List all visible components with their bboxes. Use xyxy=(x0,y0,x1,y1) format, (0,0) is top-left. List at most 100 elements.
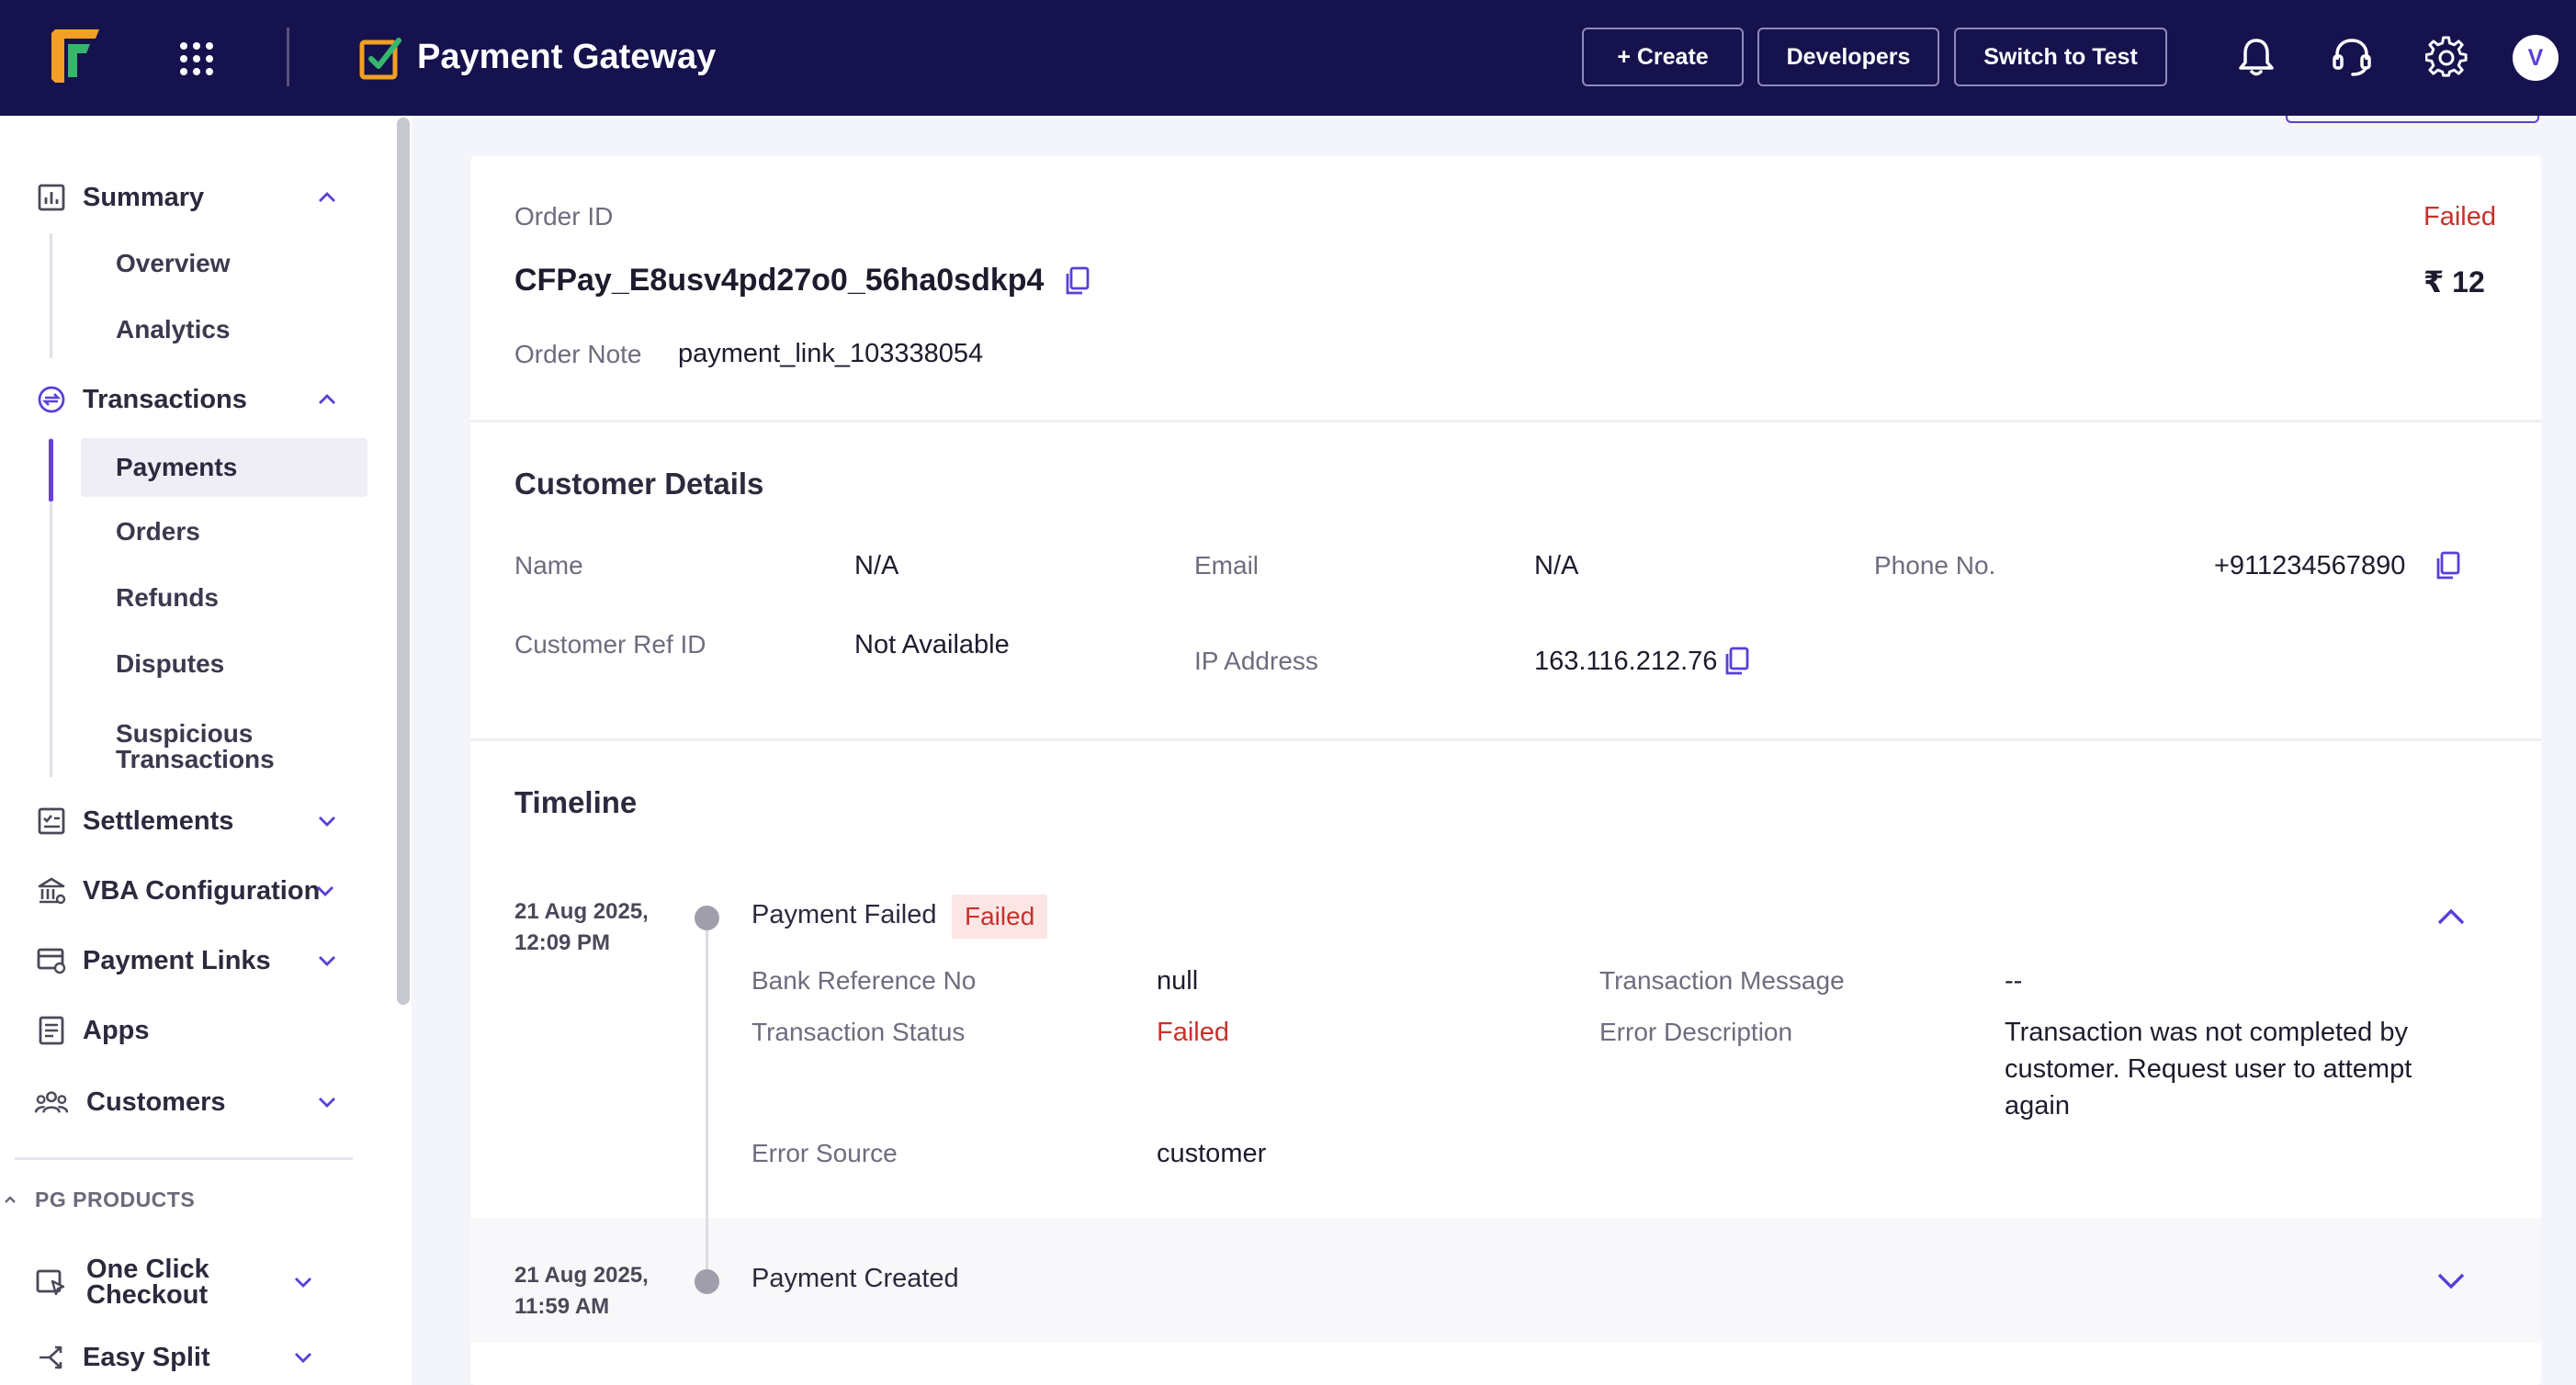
timeline-event-title: Payment Created xyxy=(751,1264,959,1293)
sidebar-item-transactions[interactable]: Transactions xyxy=(35,374,358,425)
cashfree-logo-icon[interactable] xyxy=(44,24,103,84)
sidebar-subitem-suspicious-transactions[interactable]: Suspicious Transactions xyxy=(116,719,275,773)
customers-icon xyxy=(35,1086,68,1119)
bank-reference-label: Bank Reference No xyxy=(751,966,977,995)
email-label: Email xyxy=(1194,551,1260,580)
topbar-divider xyxy=(287,28,289,86)
expand-event-button[interactable] xyxy=(2431,1260,2471,1301)
section-heading: PG PRODUCTS xyxy=(35,1187,196,1211)
sidebar-item-label: Transactions xyxy=(83,384,247,414)
ip-address-value: 163.116.212.76 xyxy=(1534,647,1718,676)
sidebar-item-label: Payment Links xyxy=(83,945,271,975)
chevron-up-icon xyxy=(0,1195,20,1204)
collapse-event-button[interactable] xyxy=(2431,896,2471,937)
sidebar-subitem-refunds[interactable]: Refunds xyxy=(116,583,219,612)
apps-icon xyxy=(35,1014,68,1047)
chevron-down-icon[interactable] xyxy=(312,1087,342,1117)
chevron-down-icon[interactable] xyxy=(312,946,342,975)
timeline-dot xyxy=(695,906,719,930)
payment-link-icon xyxy=(35,944,68,977)
sidebar-item-label: VBA Configuration xyxy=(83,875,321,906)
sidebar-item-payment-links[interactable]: Payment Links xyxy=(35,935,358,986)
copy-order-id-icon[interactable] xyxy=(1064,266,1091,296)
top-navigation-bar: Payment Gateway + Create Developers Swit… xyxy=(0,0,2576,116)
chevron-up-icon[interactable] xyxy=(312,385,342,414)
sidebar-item-label: Apps xyxy=(83,1015,150,1045)
order-details-card xyxy=(470,156,2541,1385)
sidebar-subitem-payments[interactable]: Payments xyxy=(81,438,367,497)
sidebar-item-settlements[interactable]: Settlements xyxy=(35,795,358,847)
copy-phone-icon[interactable] xyxy=(2435,551,2462,580)
timeline-event-date: 21 Aug 2025, xyxy=(514,1263,649,1288)
customer-details-title: Customer Details xyxy=(514,467,764,501)
pg-products-section-toggle[interactable]: PG PRODUCTS xyxy=(0,1185,195,1214)
chevron-down-icon[interactable] xyxy=(288,1267,318,1297)
settings-button[interactable] xyxy=(2423,33,2470,81)
status-badge: Failed xyxy=(952,895,1048,939)
sidebar-item-apps[interactable]: Apps xyxy=(35,1005,358,1056)
app-launcher-grid-icon[interactable] xyxy=(178,40,215,77)
gear-icon xyxy=(2425,36,2468,77)
sidebar xyxy=(0,116,412,1385)
chevron-down-icon[interactable] xyxy=(311,876,340,906)
sidebar-item-customers[interactable]: Customers xyxy=(35,1076,358,1128)
user-avatar[interactable]: V xyxy=(2513,35,2559,81)
product-title: Payment Gateway xyxy=(417,38,717,76)
sidebar-item-vba-configuration[interactable]: VBA Configuration xyxy=(35,865,358,917)
order-note-value: payment_link_103338054 xyxy=(678,339,984,368)
timeline-event-row[interactable] xyxy=(470,1218,2541,1343)
order-note-label: Order Note xyxy=(514,340,642,368)
partially-visible-button[interactable] xyxy=(2286,116,2539,123)
order-id-label: Order ID xyxy=(514,202,614,231)
split-icon xyxy=(35,1341,68,1374)
sidebar-subitem-overview[interactable]: Overview xyxy=(116,249,231,277)
settlements-icon xyxy=(35,805,68,838)
sidebar-item-label: Easy Split xyxy=(83,1342,210,1372)
order-status: Failed xyxy=(2423,202,2496,231)
sidebar-subitem-orders[interactable]: Orders xyxy=(116,517,200,546)
create-button[interactable]: + Create xyxy=(1582,28,1744,86)
sidebar-subitem-analytics[interactable]: Analytics xyxy=(116,315,231,343)
sidebar-subitem-disputes[interactable]: Disputes xyxy=(116,649,225,678)
submenu-guide-line xyxy=(50,437,52,777)
payment-gateway-product-icon xyxy=(359,38,401,80)
bank-icon xyxy=(35,874,68,907)
sidebar-item-label: Settlements xyxy=(83,805,234,836)
sidebar-divider xyxy=(15,1157,353,1160)
section-divider xyxy=(470,420,2541,422)
error-source-label: Error Source xyxy=(751,1139,898,1167)
phone-value: +911234567890 xyxy=(2214,551,2406,580)
phone-label: Phone No. xyxy=(1874,551,1996,580)
support-button[interactable] xyxy=(2328,33,2376,81)
sidebar-item-one-click-checkout[interactable]: One Click Checkout xyxy=(35,1253,358,1312)
name-label: Name xyxy=(514,551,583,580)
chevron-up-icon xyxy=(2437,908,2465,925)
transaction-status-value: Failed xyxy=(1157,1018,1229,1047)
chevron-down-icon[interactable] xyxy=(288,1343,318,1372)
timeline-event-time: 12:09 PM xyxy=(514,930,611,955)
email-value: N/A xyxy=(1534,551,1579,580)
timeline-event-date: 21 Aug 2025, xyxy=(514,899,649,924)
notifications-button[interactable] xyxy=(2232,33,2280,81)
ip-address-label: IP Address xyxy=(1194,647,1318,675)
developers-button[interactable]: Developers xyxy=(1757,28,1939,86)
sidebar-item-label: One Click Checkout xyxy=(86,1255,209,1310)
sidebar-item-summary[interactable]: Summary xyxy=(35,172,358,223)
timeline-title: Timeline xyxy=(514,785,638,819)
sidebar-item-easy-split[interactable]: Easy Split xyxy=(35,1332,358,1383)
switch-to-test-button[interactable]: Switch to Test xyxy=(1954,28,2167,86)
error-description-value: Transaction was not completed by custome… xyxy=(2005,1018,2412,1120)
submenu-guide-line xyxy=(50,233,52,358)
copy-ip-icon[interactable] xyxy=(1723,647,1751,676)
sidebar-scrollbar[interactable] xyxy=(397,118,410,1005)
bell-icon xyxy=(2239,39,2274,76)
chevron-down-icon[interactable] xyxy=(312,806,342,836)
transactions-icon xyxy=(35,383,68,416)
timeline-event-time: 11:59 AM xyxy=(514,1294,610,1319)
customer-ref-label: Customer Ref ID xyxy=(514,630,706,659)
timeline-event-title: Payment Failed xyxy=(751,900,937,929)
chevron-up-icon[interactable] xyxy=(312,183,342,212)
transaction-message-value: -- xyxy=(2005,966,2023,996)
sidebar-item-label: Summary xyxy=(83,182,205,212)
active-indicator xyxy=(49,439,53,501)
